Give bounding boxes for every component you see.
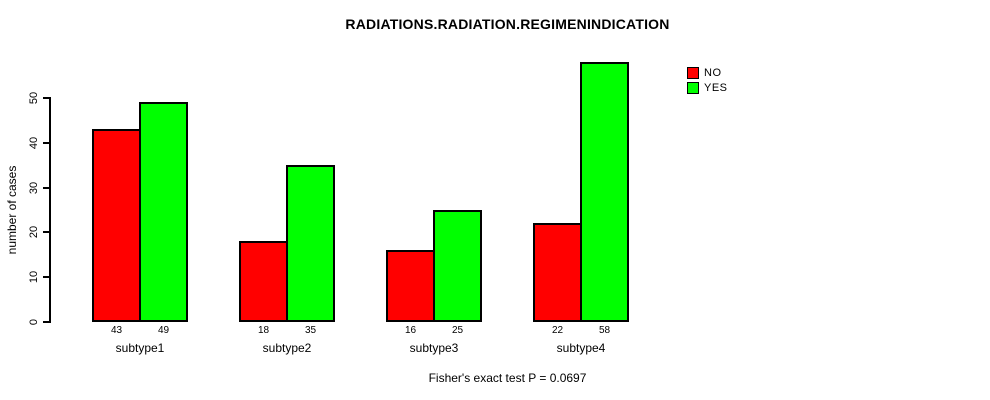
bar-no-subtype3 xyxy=(386,250,435,322)
bar-yes-subtype3 xyxy=(433,210,482,322)
caption-fisher-test: Fisher's exact test P = 0.0697 xyxy=(428,371,587,385)
category-label-subtype3: subtype3 xyxy=(409,341,459,355)
legend: NO YES xyxy=(687,65,728,95)
y-axis-tick-label: 50 xyxy=(28,91,40,105)
bar-value-label-yes-subtype2: 35 xyxy=(304,325,317,336)
category-label-subtype1: subtype1 xyxy=(115,341,165,355)
y-axis-title: number of cases xyxy=(5,165,19,255)
chart-title: RADIATIONS.RADIATION.REGIMENINDICATION xyxy=(345,16,670,32)
bar-value-label-yes-subtype1: 49 xyxy=(157,325,170,336)
bar-value-label-no-subtype3: 16 xyxy=(404,325,417,336)
y-axis-tick-label: 20 xyxy=(28,226,40,239)
category-label-subtype2: subtype2 xyxy=(262,341,312,355)
bar-value-label-yes-subtype4: 58 xyxy=(598,325,611,336)
y-axis-line xyxy=(49,97,51,323)
legend-swatch-no-icon xyxy=(687,66,699,79)
bar-yes-subtype4 xyxy=(580,62,629,322)
bar-value-label-no-subtype1: 43 xyxy=(110,325,123,336)
bar-value-label-yes-subtype3: 25 xyxy=(451,325,464,336)
y-axis-tick xyxy=(43,321,50,323)
bar-yes-subtype1 xyxy=(139,102,188,322)
bar-no-subtype4 xyxy=(533,223,582,322)
y-axis-tick-label: 0 xyxy=(28,318,40,326)
y-axis-tick-label: 10 xyxy=(28,271,40,284)
legend-label-no: NO xyxy=(704,66,722,79)
y-axis-tick-label: 40 xyxy=(28,136,40,149)
y-axis-tick xyxy=(43,186,50,189)
bar-yes-subtype2 xyxy=(286,165,335,322)
legend-row-yes: YES xyxy=(687,80,728,95)
category-label-subtype4: subtype4 xyxy=(556,341,606,355)
bar-no-subtype1 xyxy=(92,129,141,322)
bar-value-label-no-subtype2: 18 xyxy=(257,325,270,336)
bar-value-label-no-subtype4: 22 xyxy=(551,325,564,336)
legend-swatch-yes-icon xyxy=(687,81,699,94)
legend-label-yes: YES xyxy=(704,81,728,94)
y-axis-tick xyxy=(43,276,50,279)
legend-row-no: NO xyxy=(687,65,728,80)
bar-no-subtype2 xyxy=(239,241,288,322)
y-axis-tick xyxy=(43,141,50,144)
y-axis-tick-label: 30 xyxy=(28,181,40,194)
y-axis-tick xyxy=(43,231,50,234)
y-axis-tick xyxy=(43,97,50,99)
